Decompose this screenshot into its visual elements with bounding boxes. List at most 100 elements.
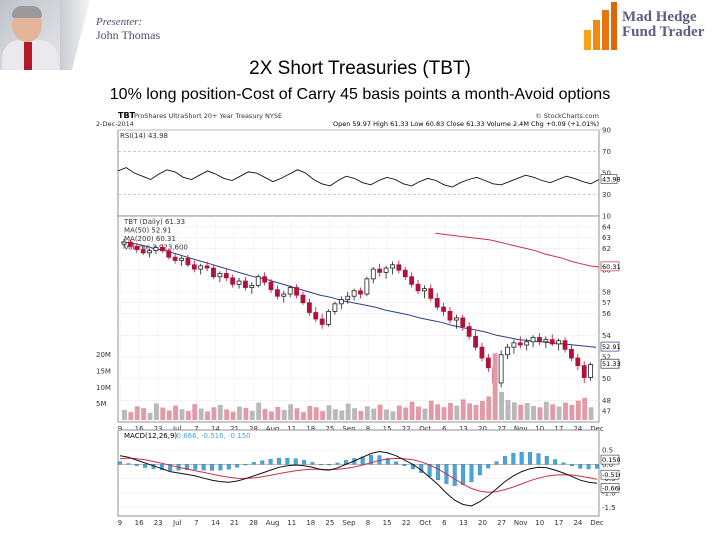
candle-body	[306, 302, 312, 313]
macd-x-label: Oct	[419, 519, 431, 527]
price-x-label: 15	[383, 425, 392, 433]
volume-bar	[531, 405, 536, 420]
macd-histogram-bar	[385, 458, 390, 465]
price-tick-label: 48	[602, 397, 611, 405]
macd-x-label: 9	[118, 519, 122, 527]
volume-bar	[371, 408, 377, 420]
volume-bar	[288, 404, 294, 420]
volume-bar	[275, 406, 281, 420]
candle-body	[370, 268, 376, 280]
macd-histogram-bar	[210, 464, 215, 471]
candle-body	[262, 276, 268, 283]
price-tick-label: 54	[602, 332, 611, 340]
candle-body	[498, 354, 504, 384]
price-x-label: 7	[194, 425, 198, 433]
macd-x-label: 14	[211, 519, 220, 527]
candle-body	[236, 280, 242, 285]
price-flag-label: 60.31	[602, 263, 620, 271]
macd-histogram-bar	[477, 464, 482, 476]
candle-body	[453, 317, 459, 321]
macd-histogram-bar	[310, 462, 315, 465]
price-flag-label: 51.33	[602, 360, 620, 368]
macd-histogram-bar	[402, 464, 407, 466]
candle-body	[172, 256, 178, 261]
candle-body	[422, 288, 427, 292]
candle-body	[211, 267, 216, 278]
macd-x-label: 17	[554, 519, 563, 527]
candle-body	[434, 297, 440, 308]
candle-body	[549, 339, 555, 345]
volume-bar	[447, 402, 453, 420]
brand-name: Mad Hedge Fund Trader	[622, 10, 704, 40]
macd-x-label: 25	[325, 519, 334, 527]
candle-body	[275, 289, 280, 297]
candle-body	[377, 268, 383, 273]
candle-body	[575, 357, 581, 367]
price-panel	[117, 215, 600, 423]
candle-body	[140, 249, 146, 254]
volume-bar	[281, 409, 287, 420]
macd-histogram-bar	[285, 457, 290, 465]
volume-bar	[269, 411, 274, 420]
volume-bar	[486, 396, 492, 420]
macd-histogram-bar	[561, 462, 566, 465]
volume-bar	[300, 412, 306, 420]
volume-bar	[435, 404, 441, 420]
volume-bar	[364, 406, 370, 420]
volume-bar	[256, 402, 262, 420]
macd-histogram-bar	[235, 464, 240, 468]
candle-body	[441, 306, 446, 312]
macd-histogram-bar	[369, 455, 374, 465]
price-x-label: 6	[442, 425, 447, 433]
macd-histogram-bar	[293, 458, 298, 465]
price-x-label: Dec	[590, 425, 604, 433]
price-flag-box	[600, 341, 620, 352]
volume-bar	[467, 403, 473, 420]
macd-histogram-bar	[168, 464, 173, 471]
candle-body	[217, 273, 223, 278]
candle-body	[179, 257, 184, 261]
macd-histogram-bar	[318, 464, 323, 466]
macd-histogram-bar	[360, 456, 365, 465]
candle-body	[198, 265, 204, 270]
macd-histogram-bar	[218, 464, 223, 471]
candle-body	[281, 293, 287, 297]
volume-bar	[217, 404, 223, 420]
candle-body	[517, 342, 523, 346]
volume-bar	[524, 402, 530, 420]
candle-body	[581, 365, 587, 378]
macd-histogram-bar	[544, 455, 549, 465]
price-x-label: 10	[535, 425, 544, 433]
macd-histogram-bar	[277, 457, 281, 465]
macd-histogram-bar	[327, 464, 332, 466]
macd-x-label: 13	[459, 519, 468, 527]
volume-bar	[134, 406, 140, 420]
rsi-last-value: 43.98	[602, 175, 620, 183]
presenter-block: Presenter: John Thomas	[96, 16, 160, 42]
candle-body	[556, 340, 562, 345]
macd-histogram-bar	[452, 464, 457, 486]
volume-bar	[422, 408, 428, 420]
chart-description: ProShares UltraShort 20+ Year Treasury N…	[134, 112, 282, 120]
volume-tick-label: 10M	[96, 384, 111, 392]
candle-body	[537, 337, 542, 343]
macd-x-label: 7	[194, 519, 198, 527]
slide-header: Presenter: John Thomas Mad Hedge Fund Tr…	[0, 0, 720, 70]
price-x-label: Jul	[172, 425, 182, 433]
volume-bar	[396, 405, 402, 420]
candle-body	[313, 312, 319, 320]
candle-body	[530, 337, 536, 343]
price-x-label: 28	[249, 425, 258, 433]
volume-bar	[173, 405, 179, 420]
macd-x-label: 8	[366, 519, 370, 527]
chart-ohlc-readout: Open 59.97 High 61.33 Low 60.83 Close 61…	[333, 120, 599, 128]
volume-bar	[326, 405, 332, 420]
candle-body	[505, 346, 510, 356]
candle-body	[326, 311, 331, 325]
chart-ticker: TBT	[118, 111, 136, 120]
macd-values-label: -0.666, -0.516, -0.150	[174, 432, 251, 440]
macd-histogram-bar	[118, 461, 122, 465]
candle-body	[294, 287, 299, 296]
volume-bar	[230, 411, 236, 420]
macd-x-label: Nov	[514, 519, 528, 527]
